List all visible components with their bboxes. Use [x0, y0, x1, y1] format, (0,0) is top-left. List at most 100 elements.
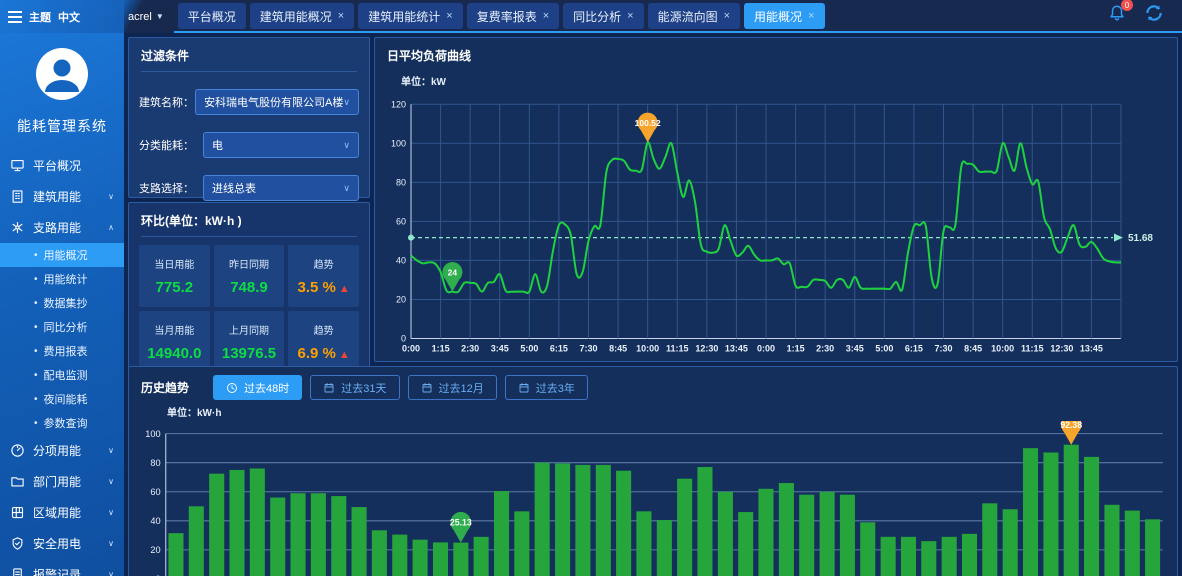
- bullet-icon: •: [34, 394, 38, 405]
- sidebar-subitem-同比分析[interactable]: •同比分析: [0, 315, 124, 339]
- tab-label: 建筑用能统计: [368, 8, 440, 25]
- range-button-过去3年[interactable]: 过去3年: [505, 375, 588, 400]
- sidebar-item-平台概况[interactable]: 平台概况: [0, 150, 124, 181]
- main-content: 过滤条件 建筑名称：安科瑞电气股份有限公司A楼∨分类能耗：电∨支路选择：进线总表…: [124, 33, 1182, 576]
- sidebar-item-建筑用能[interactable]: 建筑用能 ∨: [0, 181, 124, 212]
- chevron-down-icon: ∨: [343, 97, 350, 108]
- chevron-down-icon: ∨: [108, 539, 114, 548]
- hamburger-menu-icon[interactable]: [8, 11, 22, 23]
- chevron-down-icon: ∨: [108, 192, 114, 201]
- notifications-button[interactable]: 0: [1108, 4, 1126, 27]
- tab-close-icon[interactable]: ×: [724, 10, 730, 22]
- tab-label: 能源流向图: [658, 8, 718, 25]
- range-button-label: 过去12月: [439, 380, 484, 396]
- sidebar-subitem-label: 夜间能耗: [44, 391, 88, 407]
- bar: [575, 465, 590, 576]
- tab-建筑用能概况[interactable]: 建筑用能概况×: [250, 3, 354, 29]
- history-panel-title: 历史趋势: [141, 379, 189, 396]
- svg-text:13:45: 13:45: [725, 344, 748, 354]
- sidebar-subitem-费用报表[interactable]: •费用报表: [0, 339, 124, 363]
- bar: [413, 540, 428, 576]
- calendar-icon: [421, 382, 433, 394]
- svg-text:5:00: 5:00: [520, 344, 538, 354]
- stat-cell-昨日同期: 昨日同期748.9: [214, 245, 285, 307]
- svg-text:1:15: 1:15: [787, 344, 805, 354]
- sidebar-subitem-用能概况[interactable]: •用能概况: [0, 243, 124, 267]
- tab-close-icon[interactable]: ×: [627, 10, 633, 22]
- bar: [433, 542, 448, 576]
- sidebar: 能耗管理系统 平台概况建筑用能∨支路用能∧•用能概况•用能统计•数据集抄•同比分…: [0, 33, 124, 576]
- user-menu[interactable]: acrel: [128, 11, 152, 23]
- branch-icon: [10, 220, 25, 235]
- tab-close-icon[interactable]: ×: [543, 10, 549, 22]
- bar: [514, 511, 529, 576]
- svg-text:13:45: 13:45: [1080, 344, 1103, 354]
- tab-bar: 平台概况建筑用能概况×建筑用能统计×复费率报表×同比分析×能源流向图×用能概况×: [174, 0, 1108, 29]
- tab-close-icon[interactable]: ×: [808, 10, 814, 22]
- stat-label: 当月用能: [154, 322, 194, 337]
- map-icon: [10, 505, 25, 520]
- refresh-button[interactable]: [1144, 3, 1164, 28]
- sidebar-subitem-label: 用能概况: [44, 247, 88, 263]
- notification-badge: 0: [1121, 0, 1133, 11]
- sidebar-subitem-参数查询[interactable]: •参数查询: [0, 411, 124, 435]
- stat-value: 748.9: [230, 279, 268, 296]
- chevron-down-icon: ∨: [108, 570, 114, 576]
- tab-复费率报表[interactable]: 复费率报表×: [467, 3, 559, 29]
- range-button-过去12月[interactable]: 过去12月: [408, 375, 497, 400]
- tab-close-icon[interactable]: ×: [446, 10, 452, 22]
- bullet-icon: •: [34, 322, 38, 333]
- sidebar-item-分项用能[interactable]: 分项用能∨: [0, 435, 124, 466]
- filter-select-0[interactable]: 安科瑞电气股份有限公司A楼∨: [195, 89, 359, 115]
- svg-text:11:15: 11:15: [1021, 344, 1044, 354]
- filter-select-1[interactable]: 电∨: [203, 132, 359, 158]
- sidebar-subitem-用能统计[interactable]: • 用能统计: [0, 267, 124, 291]
- sidebar-subitem-数据集抄[interactable]: •数据集抄: [0, 291, 124, 315]
- svg-text:20: 20: [396, 294, 406, 304]
- sidebar-item-支路用能[interactable]: 支路用能∧: [0, 212, 124, 243]
- filter-select-2[interactable]: 进线总表∨: [203, 175, 359, 201]
- sidebar-subitem-label: 用能统计: [44, 271, 88, 287]
- svg-text:7:30: 7:30: [934, 344, 952, 354]
- stat-value: 3.5 % ▲: [298, 279, 350, 296]
- bar: [942, 537, 957, 576]
- tab-能源流向图[interactable]: 能源流向图 ×: [648, 3, 740, 29]
- bar: [270, 498, 285, 576]
- svg-text:2:30: 2:30: [461, 344, 479, 354]
- svg-text:12:30: 12:30: [695, 344, 718, 354]
- sidebar-item-部门用能[interactable]: 部门用能∨: [0, 466, 124, 497]
- theme-label[interactable]: 主题: [29, 9, 51, 25]
- avatar: [35, 47, 89, 101]
- bar-chart-unit: 单位：kW·h: [129, 402, 1177, 419]
- range-button-label: 过去31天: [341, 380, 386, 396]
- stat-label: 趋势: [314, 322, 334, 337]
- svg-text:10:00: 10:00: [991, 344, 1014, 354]
- sidebar-item-label: 建筑用能: [33, 188, 81, 205]
- bullet-icon: •: [34, 370, 38, 381]
- bar: [352, 507, 367, 576]
- range-button-过去31天[interactable]: 过去31天: [310, 375, 399, 400]
- bullet-icon: •: [34, 274, 38, 285]
- chevron-down-icon: ▼: [156, 12, 164, 21]
- svg-text:7:30: 7:30: [579, 344, 597, 354]
- sidebar-subitem-配电监测[interactable]: •配电监测: [0, 363, 124, 387]
- language-label[interactable]: 中文: [58, 9, 80, 25]
- calendar-icon: [518, 382, 530, 394]
- tab-建筑用能统计[interactable]: 建筑用能统计 ×: [358, 3, 462, 29]
- range-button-过去48时[interactable]: 过去48时: [213, 375, 302, 400]
- bar: [453, 543, 468, 576]
- filter-field-row: 分类能耗：电∨: [139, 132, 359, 158]
- sidebar-item-label: 平台概况: [33, 157, 81, 174]
- tab-平台概况[interactable]: 平台概况: [178, 3, 246, 29]
- bar: [474, 537, 489, 576]
- svg-text:24: 24: [448, 267, 458, 277]
- bar: [921, 541, 936, 576]
- sidebar-subitem-夜间能耗[interactable]: • 夜间能耗: [0, 387, 124, 411]
- sidebar-item-区域用能[interactable]: 区域用能∨: [0, 497, 124, 528]
- sidebar-item-安全用电[interactable]: 安全用电∨: [0, 528, 124, 559]
- sidebar-item-报警记录[interactable]: 报警记录∨: [0, 559, 124, 576]
- tab-同比分析[interactable]: 同比分析×: [563, 3, 643, 29]
- load-curve-chart: 0204060801001200:001:152:303:455:006:157…: [381, 90, 1171, 367]
- tab-用能概况[interactable]: 用能概况×: [744, 3, 824, 29]
- tab-close-icon[interactable]: ×: [338, 10, 344, 22]
